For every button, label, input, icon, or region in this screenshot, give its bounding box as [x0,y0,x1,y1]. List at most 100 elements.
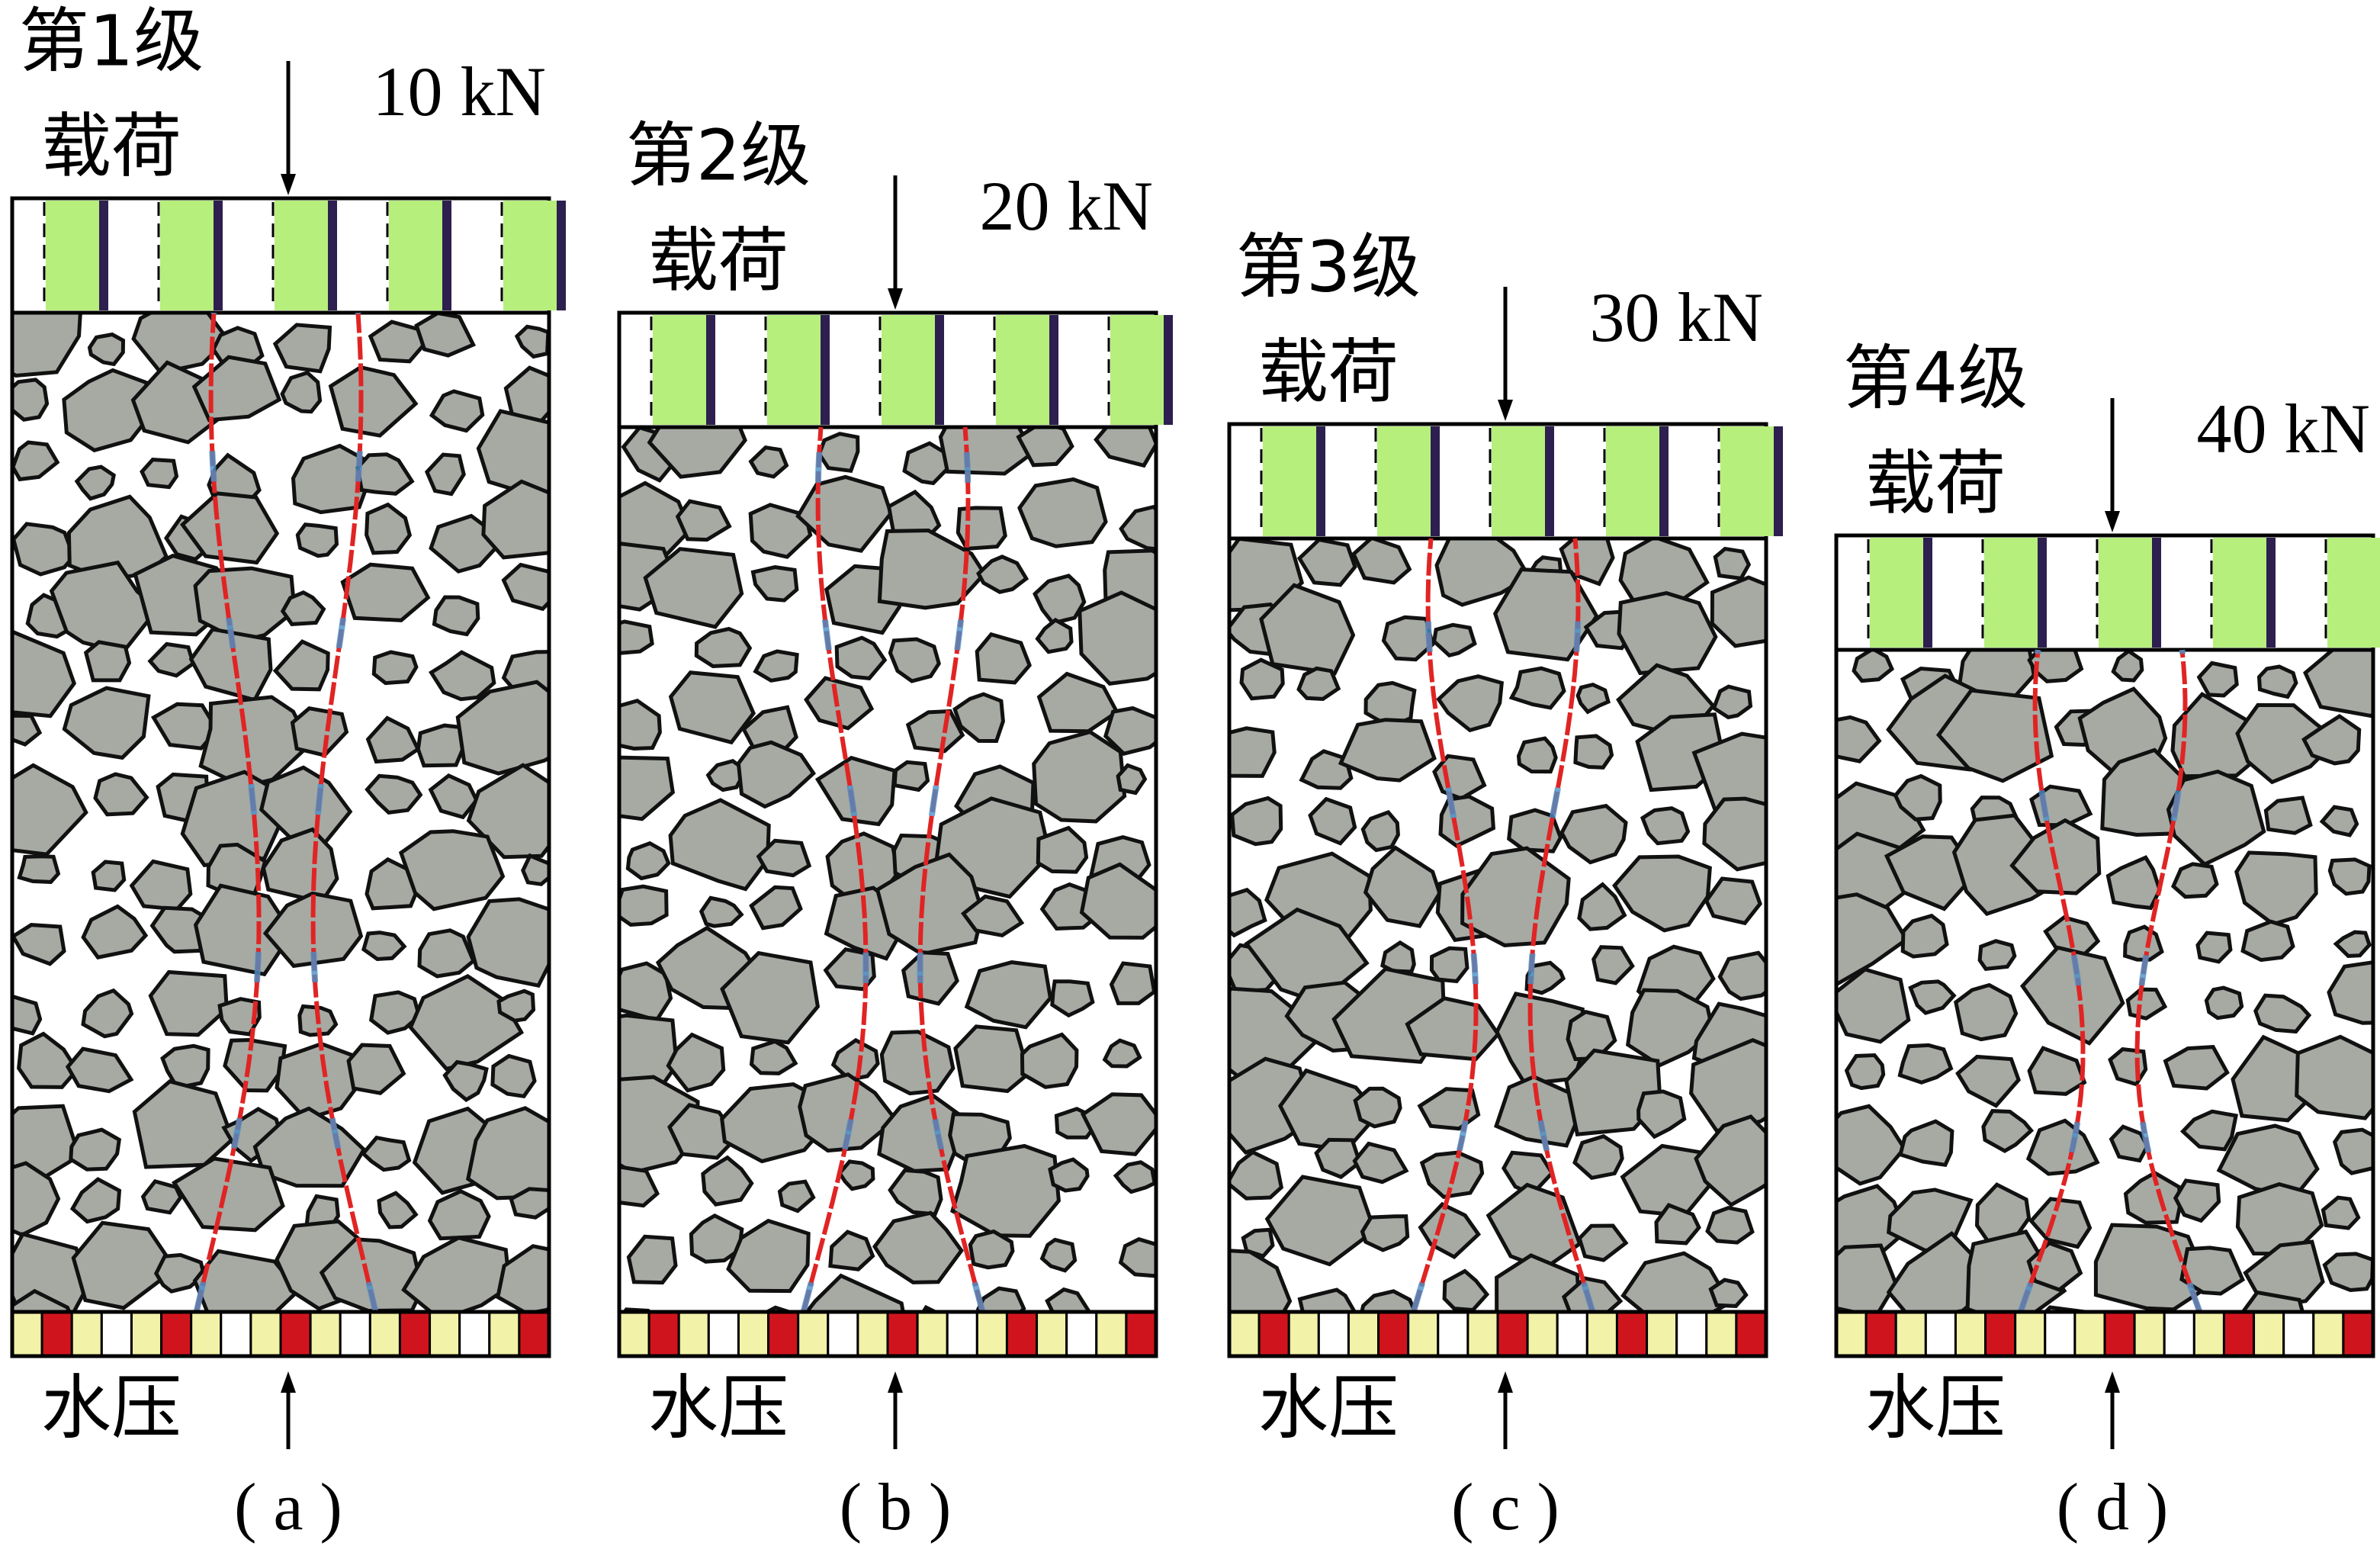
aggregate [87,332,126,367]
water-cell [618,1310,650,1358]
aggregates [619,427,1156,1312]
aggregate [2166,769,2266,867]
aggregate [1442,1268,1490,1312]
plate-stripe [2099,538,2152,648]
aggregate [2170,862,2219,899]
aggregate [496,988,536,1023]
aggregate [1036,825,1089,874]
aggregate [701,1155,754,1207]
aggregates [1229,538,1766,1312]
aggregate [975,632,1032,685]
aggregate [1704,876,1762,926]
aggregate [1564,1048,1662,1137]
aggregate [952,692,1005,744]
aggregate [1572,1133,1624,1180]
aggregate [964,960,1053,1030]
aggregate [1296,538,1357,587]
arrow-head [2105,1371,2120,1393]
aggregate [1495,1253,1582,1312]
aggregate [1559,803,1628,865]
aggregate [1617,591,1718,676]
aggregate [1032,729,1127,824]
water-cell [677,1310,710,1358]
aggregate [432,595,480,637]
aggregate [1977,939,2017,972]
aggregate [888,637,941,683]
aggregate [416,723,466,768]
aggregate [65,1046,134,1094]
aggregate [62,686,151,760]
stage-label: 第2级 [626,114,811,196]
aggregate [777,1179,816,1213]
seepage [2017,649,2086,1313]
water-cell [2253,1310,2285,1358]
aggregate [2333,930,2372,958]
aggregate [1836,715,1882,763]
water-cell [2073,1310,2106,1358]
aggregate [901,950,959,1006]
aggregate [1524,960,1566,995]
plate-bar [442,201,451,310]
arrow-head [1498,1371,1513,1393]
aggregate [414,313,477,358]
aggregate [1259,583,1356,676]
aggregate [147,641,196,678]
aggregate [1363,845,1442,928]
aggregate [455,680,549,776]
aggregate [280,590,326,626]
water-cell [190,1310,223,1358]
water-cell [1287,1310,1320,1358]
water-cell [2044,1310,2076,1358]
aggregate [1710,575,1766,648]
aggregate [272,639,330,692]
water-cell [707,1310,740,1358]
aggregate [1620,1251,1733,1312]
aggregate [1229,887,1267,938]
arrow-head [2105,511,2120,532]
water-border [1227,1310,1768,1358]
aggregate [2025,1118,2100,1176]
plate-stripe [1263,426,1316,536]
aggregate [1575,682,1611,715]
aggregate [1836,892,1909,987]
water-cell [1954,1310,1987,1358]
plate-bar [1923,538,1932,648]
aggregate [1380,940,1416,974]
aggregate [1981,1109,2035,1153]
water-cell [429,1310,461,1358]
aggregate [1577,882,1627,931]
aggregate [1314,1137,1362,1180]
water-cell [2312,1310,2345,1358]
aggregate [795,474,894,553]
aggregate [950,1143,1061,1238]
aggregate [1436,674,1504,733]
aggregate [2240,919,2295,963]
water-cell [1228,1310,1261,1358]
aggregate [74,464,116,501]
aggregate [1561,1276,1624,1312]
caption: ( d ) [2057,1471,2169,1545]
plate-stripe [160,201,214,310]
aggregate [2295,1034,2373,1120]
aggregate [1908,979,1957,1015]
water-cell [100,1310,133,1358]
stage-label-2: 载荷 [1258,331,1399,413]
aggregate [346,1043,406,1095]
water-border [1834,1310,2375,1358]
aggregate [66,494,169,582]
aggregate [1612,854,1712,933]
water-cell [797,1310,830,1358]
aggregate [834,635,888,681]
water-cell [2163,1310,2195,1358]
aggregate [1050,979,1095,1018]
aggregate [1516,736,1558,774]
aggregate [12,522,76,577]
aggregate [1017,477,1108,548]
aggregate [1640,806,1691,846]
aggregate [280,370,323,414]
aggregate [501,562,549,612]
aggregate [1935,688,2054,783]
aggregate [647,427,747,479]
aggregate [160,1043,210,1090]
plate-stripe [767,315,821,425]
